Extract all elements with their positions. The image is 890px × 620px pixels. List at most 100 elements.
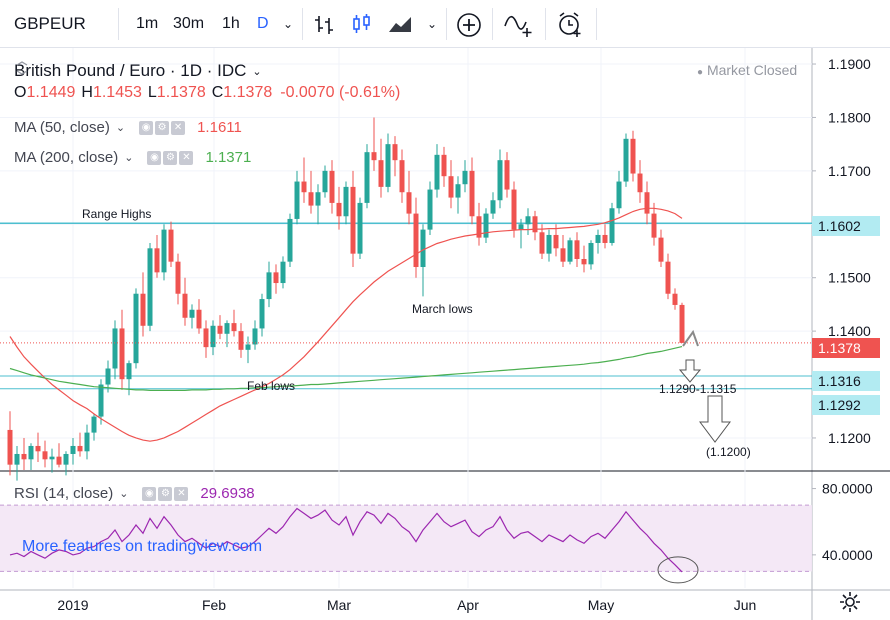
candle-body	[658, 237, 664, 262]
candle-body	[245, 344, 251, 350]
gear-icon[interactable]: ⚙	[158, 486, 173, 501]
close-icon[interactable]: ✕	[171, 120, 186, 135]
candles-icon[interactable]	[350, 12, 374, 36]
indicator-controls: ◉ ⚙ ✕	[139, 119, 187, 136]
market-status: ● Market Closed	[697, 62, 797, 78]
toolbar-divider	[596, 8, 597, 40]
chevron-down-icon[interactable]: ⌄	[252, 65, 262, 78]
toolbar-divider	[446, 8, 447, 40]
close-icon[interactable]: ✕	[174, 486, 189, 501]
annotation-march-lows: March lows	[412, 302, 473, 316]
candle-body	[7, 429, 13, 465]
candle-body	[483, 213, 489, 238]
toolbar-divider	[545, 8, 546, 40]
gear-icon[interactable]: ⚙	[163, 150, 178, 165]
price-tick-label: 1.1900	[828, 56, 871, 72]
compare-icon[interactable]	[503, 12, 533, 38]
candle-body	[504, 160, 510, 190]
candle-body	[273, 272, 279, 284]
gear-icon[interactable]: ⚙	[155, 120, 170, 135]
candle-body	[105, 368, 111, 385]
candle-body	[175, 261, 181, 294]
candle-body	[476, 216, 482, 238]
candle-body	[210, 325, 216, 348]
candle-body	[140, 293, 146, 326]
indicator-controls: ◉ ⚙ ✕	[142, 485, 190, 502]
candle-body	[154, 248, 160, 273]
candle-body	[252, 328, 258, 345]
candle-body	[301, 181, 307, 193]
interval-1h[interactable]: 1h	[222, 15, 240, 32]
chevron-down-icon[interactable]: ⌄	[119, 487, 129, 500]
rsi-band	[0, 505, 812, 572]
time-tick-label: Feb	[202, 597, 226, 613]
candle-body	[336, 202, 342, 217]
candle-body	[399, 160, 405, 193]
price-tag-last: 1.1378	[812, 338, 880, 358]
candle-body	[259, 299, 265, 329]
alert-icon[interactable]	[556, 10, 584, 38]
interval-1m[interactable]: 1m	[136, 15, 159, 32]
symbol-search[interactable]: GBPEUR	[14, 14, 86, 33]
area-chart-icon[interactable]	[387, 12, 415, 36]
candle-body	[469, 170, 475, 217]
candle-body	[616, 181, 622, 209]
annotation-target-low: (1.1200)	[706, 445, 751, 459]
candle-body	[679, 304, 685, 343]
candle-body	[217, 325, 223, 334]
indicator-controls: ◉ ⚙ ✕	[147, 149, 195, 166]
close-icon[interactable]: ✕	[179, 150, 194, 165]
price-tag-1316: 1.1316	[812, 371, 880, 391]
bar-chart-icon[interactable]	[313, 12, 337, 36]
ma200-line	[9, 346, 683, 391]
candle-body	[14, 453, 20, 465]
gear-icon[interactable]	[838, 590, 862, 614]
candle-body	[448, 176, 454, 198]
interval-d[interactable]: D	[257, 15, 269, 32]
market-status-text: Market Closed	[706, 62, 798, 78]
rsi-value: 29.6938	[200, 484, 255, 502]
candle-body	[147, 248, 153, 326]
candle-body	[98, 384, 104, 417]
candle-body	[420, 229, 426, 268]
interval-30m[interactable]: 30m	[173, 15, 205, 32]
chevron-down-icon[interactable]: ⌄	[283, 17, 294, 31]
ohlc-close: 1.1378	[223, 84, 273, 101]
chart-area[interactable]: 2019 Feb Mar Apr May Jun 1.1900 1.1800 1.1700 1.1…	[0, 48, 890, 620]
rsi-tick-label: 80.0000	[822, 481, 873, 497]
price-tag-1292: 1.1292	[812, 395, 880, 415]
ohlc-open: 1.1449	[26, 84, 76, 101]
candle-body	[294, 181, 300, 219]
candle-body	[63, 453, 69, 465]
candle-body	[413, 213, 419, 268]
candle-body	[588, 242, 594, 265]
ohlc-values: O 1.1449 H 1.1453 L 1.1378 C 1.1378 -0.0…	[14, 82, 400, 104]
eye-icon[interactable]: ◉	[139, 120, 154, 135]
ohlc-high-label: H	[81, 84, 93, 101]
candle-body	[546, 234, 552, 254]
rsi-line	[9, 507, 683, 573]
candle-body	[567, 240, 573, 262]
collapse-arrows-icon[interactable]	[14, 60, 30, 76]
candle-body	[364, 152, 370, 203]
eye-icon[interactable]: ◉	[147, 150, 162, 165]
candle-body	[308, 192, 314, 206]
price-tick-label: 1.1500	[828, 270, 871, 286]
candle-body	[357, 202, 363, 254]
eye-icon[interactable]: ◉	[142, 486, 157, 501]
chart-legend: British Pound / Euro · 1D · IDC ⌄ O 1.14…	[14, 60, 400, 104]
annotation-feb-lows: Feb lows	[247, 379, 296, 393]
chevron-down-icon[interactable]: ⌄	[427, 17, 438, 31]
candle-body	[126, 363, 132, 380]
candle-body	[224, 323, 230, 334]
add-indicator-icon[interactable]	[456, 12, 482, 38]
price-chart[interactable]: 2019 Feb Mar Apr May Jun 1.1900 1.1800 1.1700 1.1…	[0, 48, 890, 620]
candle-body	[371, 152, 377, 161]
candle-body	[560, 248, 566, 262]
chevron-down-icon[interactable]: ⌄	[124, 151, 134, 164]
watermark[interactable]: More features on tradingview.com	[22, 538, 263, 555]
chevron-down-icon[interactable]: ⌄	[115, 121, 126, 134]
candle-body	[287, 218, 293, 262]
candle-body	[518, 224, 524, 230]
drawn-arrow-small	[678, 359, 702, 383]
